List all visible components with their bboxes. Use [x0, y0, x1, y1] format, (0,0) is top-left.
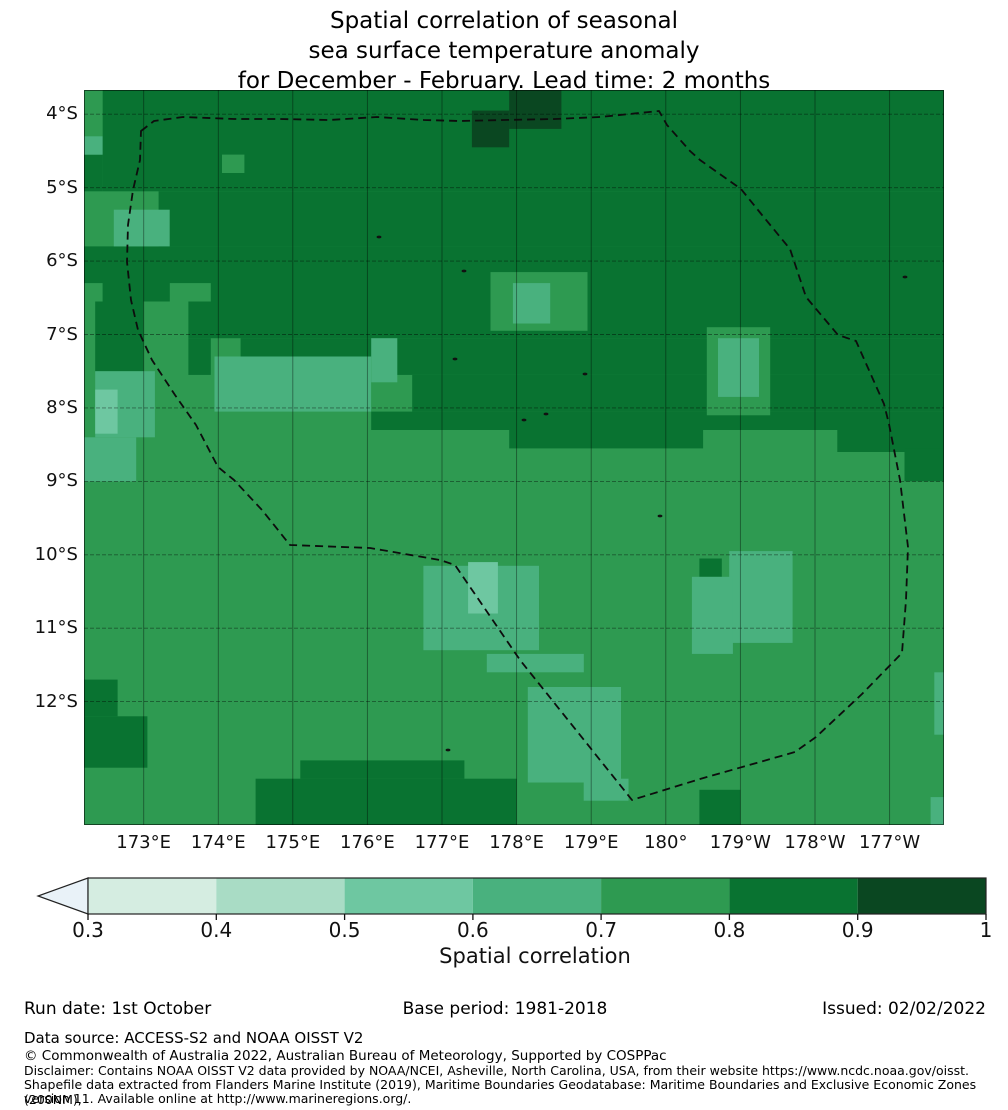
lat-tick-label: 10°S — [34, 543, 78, 565]
colorbar-tick-label: 0.6 — [456, 918, 489, 942]
shapefile-text-line2: version 11. Available online at http://w… — [24, 1091, 412, 1106]
lat-tick-label: 5°S — [46, 176, 78, 198]
lon-tick-label: 177°W — [858, 832, 921, 853]
title-line-3: for December - February. Lead time: 2 mo… — [237, 68, 771, 94]
lon-tick-label: 173°E — [116, 832, 172, 853]
colorbar-tick-label: 0.5 — [328, 918, 361, 942]
data-source: Data source: ACCESS-S2 and NOAA OISST V2 — [24, 1029, 364, 1047]
colorbar-tick-label: 0.7 — [585, 918, 618, 942]
colorbar-tick-label: 0.3 — [72, 918, 104, 942]
colorbar-tick-label: 0.9 — [841, 918, 874, 942]
lat-tick-label: 9°S — [46, 470, 78, 492]
lat-tick-label: 4°S — [46, 103, 78, 125]
lat-tick-label: 6°S — [46, 250, 78, 272]
page-title: Spatial correlation of seasonal sea surf… — [0, 6, 1008, 96]
colorbar — [36, 877, 987, 920]
lon-tick-label: 177°E — [414, 832, 470, 853]
base-period: Base period: 1981-2018 — [402, 999, 608, 1019]
lon-tick-label: 180° — [644, 832, 688, 853]
disclaimer-text: Disclaimer: Contains NOAA OISST V2 data … — [24, 1063, 969, 1078]
lat-tick-label: 7°S — [46, 323, 78, 345]
copyright-text: © Commonwealth of Australia 2022, Austra… — [24, 1048, 667, 1064]
title-line-1: Spatial correlation of seasonal — [329, 8, 679, 34]
lat-tick-label: 11°S — [34, 617, 78, 639]
title-line-2: sea surface temperature anomaly — [308, 38, 700, 64]
colorbar-tick-label: 1 — [979, 918, 993, 942]
colorbar-label: Spatial correlation — [439, 944, 631, 968]
correlation-heatmap — [84, 90, 944, 825]
lon-tick-label: 179°E — [563, 832, 619, 853]
lat-tick-label: 12°S — [34, 690, 78, 712]
lon-tick-label: 179°W — [709, 832, 771, 853]
colorbar-tick-label: 0.4 — [200, 918, 233, 942]
lat-tick-label: 8°S — [46, 396, 78, 418]
run-date: Run date: 1st October — [24, 999, 212, 1019]
lon-tick-label: 174°E — [190, 832, 246, 853]
lon-tick-label: 175°E — [265, 832, 321, 853]
shapefile-text-line1: Shapefile data extracted from Flanders M… — [24, 1077, 977, 1107]
colorbar-tick-label: 0.8 — [713, 918, 746, 942]
issued-date: Issued: 02/02/2022 — [822, 999, 986, 1019]
lon-tick-label: 176°E — [340, 832, 395, 853]
lon-tick-label: 178°E — [489, 832, 544, 853]
lon-tick-label: 178°W — [784, 832, 846, 853]
map-plot — [84, 90, 944, 825]
